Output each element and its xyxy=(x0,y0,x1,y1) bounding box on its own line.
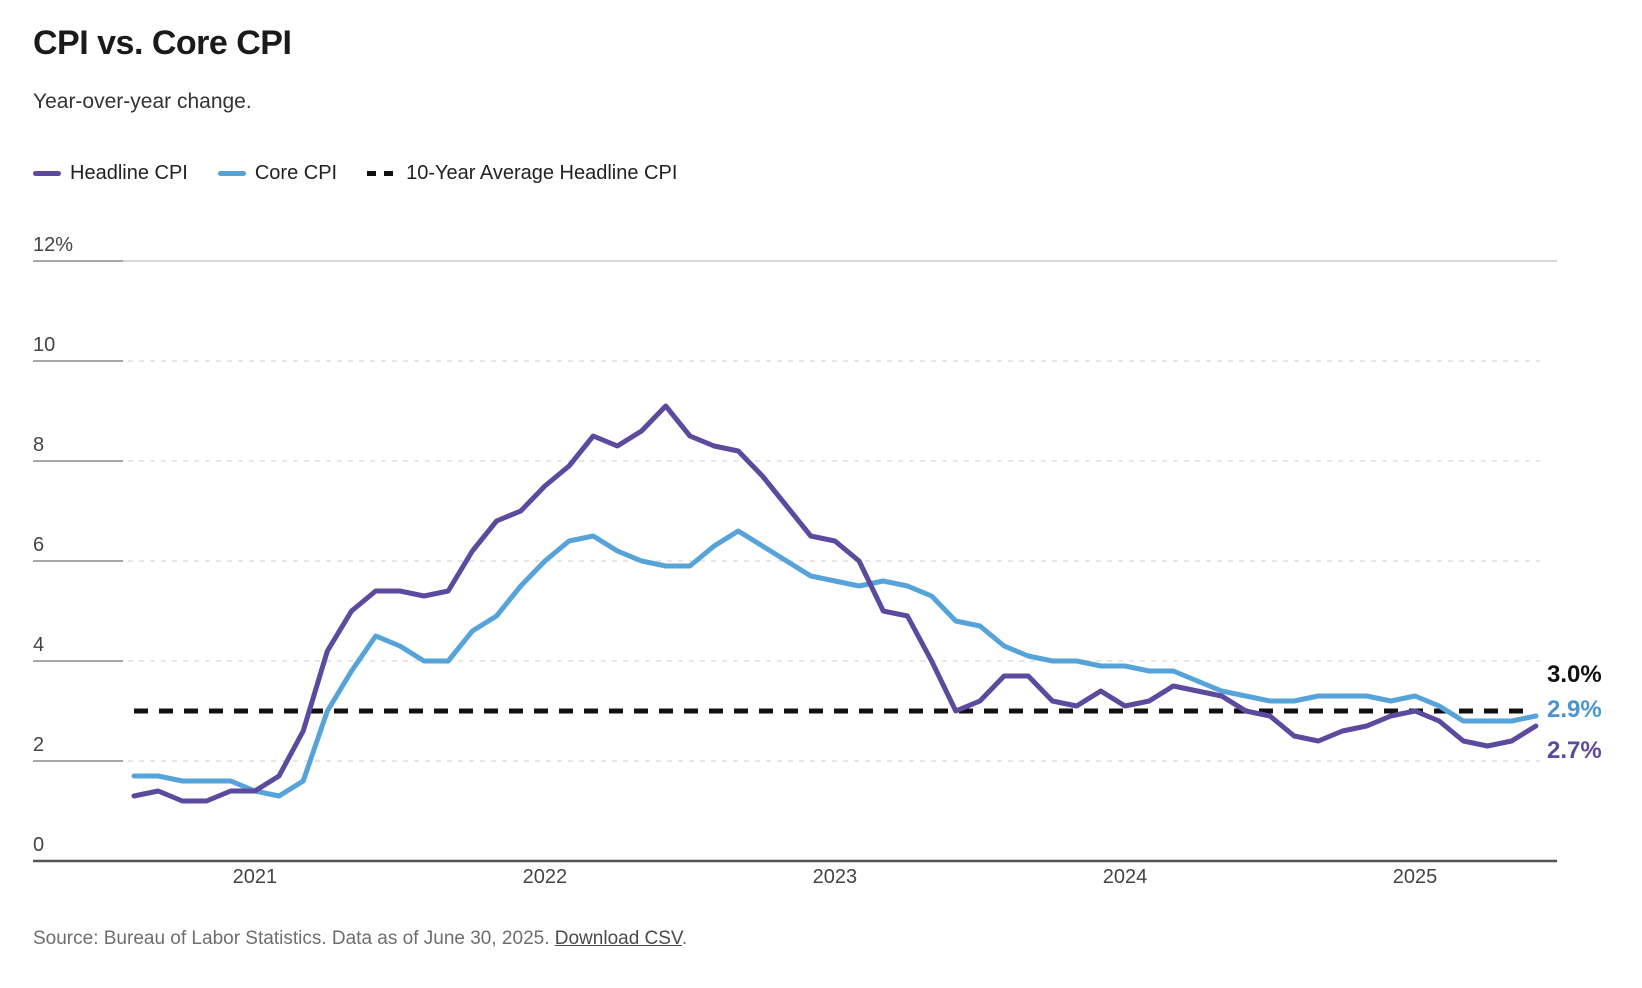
source-note: Source: Bureau of Labor Statistics. Data… xyxy=(33,928,687,950)
legend-label: Core CPI xyxy=(254,162,338,184)
y-axis-label: 4 xyxy=(33,634,45,656)
headline-cpi-line xyxy=(131,403,1539,804)
end-label-29: 2.9% xyxy=(1547,696,1602,723)
legend: Headline CPI Core CPI 10-Year Average Head… xyxy=(33,162,677,185)
source-suffix: . xyxy=(681,928,688,949)
y-axis-label: 6 xyxy=(33,534,45,556)
y-axis-label: 12% xyxy=(33,234,74,256)
legend-item-headline-cpi: Headline CPI xyxy=(33,162,188,185)
legend-item-core-cpi: Core CPI xyxy=(217,162,338,185)
x-axis-label: 2025 xyxy=(1392,866,1438,888)
download-csv-link[interactable]: Download CSV xyxy=(554,928,682,949)
core-cpi-line xyxy=(131,528,1539,799)
chart-subtitle: Year-over-year change. xyxy=(33,90,252,113)
y-axis-label: 2 xyxy=(33,734,45,756)
x-axis-label: 2024 xyxy=(1102,866,1148,888)
legend-label: Headline CPI xyxy=(70,162,188,184)
y-axis-label: 10 xyxy=(33,334,56,356)
x-axis-label: 2021 xyxy=(232,866,278,888)
line-swatch-icon xyxy=(33,171,61,176)
legend-label: 10-Year Average Headline CPI xyxy=(406,162,678,184)
x-axis-label: 2022 xyxy=(522,866,568,888)
y-axis-label: 0 xyxy=(33,834,45,856)
legend-item-10-year-average-headline-cpi: 10-Year Average Headline CPI xyxy=(367,162,677,185)
source-text: Source: Bureau of Labor Statistics. Data… xyxy=(33,928,555,949)
y-axis-label: 8 xyxy=(33,434,45,456)
x-axis-label: 2023 xyxy=(812,866,858,888)
end-label-30: 3.0% xyxy=(1547,661,1602,688)
dashed-line-swatch-icon xyxy=(367,171,398,176)
end-label-27: 2.7% xyxy=(1547,737,1602,764)
chart-title: CPI vs. Core CPI xyxy=(33,24,292,62)
line-swatch-icon xyxy=(217,171,246,176)
